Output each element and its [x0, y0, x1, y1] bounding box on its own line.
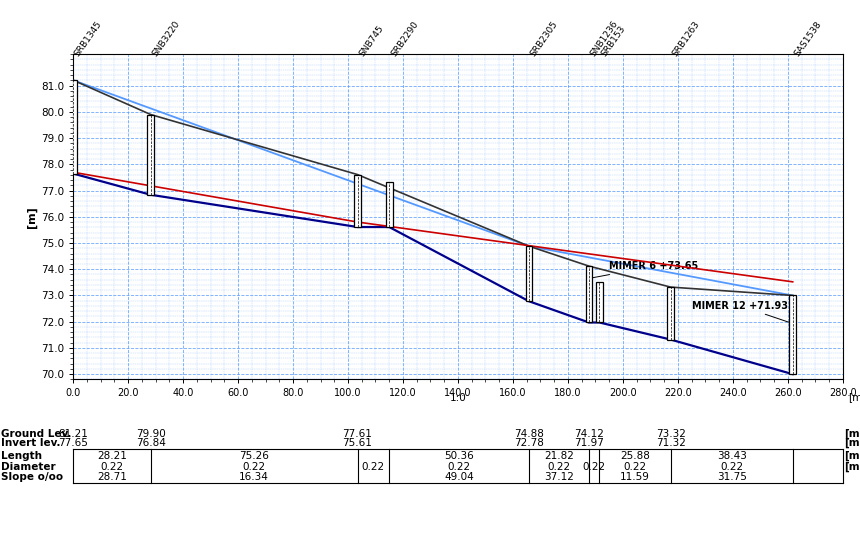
Text: 0.22: 0.22 [583, 462, 605, 472]
Bar [525, 246, 532, 301]
Y-axis label: [m]: [m] [27, 206, 37, 228]
Bar [586, 266, 593, 322]
Text: 25.88: 25.88 [620, 451, 650, 461]
Text: 76.84: 76.84 [136, 438, 166, 448]
Text: 75.61: 75.61 [342, 438, 372, 448]
Text: 0.22: 0.22 [243, 462, 266, 472]
Text: 1:0: 1:0 [450, 392, 466, 403]
Text: 0.22: 0.22 [101, 462, 124, 472]
Text: SRB2290: SRB2290 [390, 20, 420, 58]
Text: Slope o/oo: Slope o/oo [1, 472, 63, 482]
Bar [386, 182, 393, 227]
Text: MIMER 6 +73.65: MIMER 6 +73.65 [592, 261, 698, 278]
Text: [m]: [m] [845, 451, 860, 461]
Text: 21.82: 21.82 [544, 451, 574, 461]
Text: SNB1236: SNB1236 [589, 19, 620, 58]
Text: 0.22: 0.22 [547, 462, 570, 472]
Text: 71.32: 71.32 [655, 438, 685, 448]
Text: 50.36: 50.36 [444, 451, 474, 461]
Text: 0.22: 0.22 [720, 462, 743, 472]
Bar [596, 282, 603, 322]
Text: 49.04: 49.04 [444, 472, 474, 482]
Text: Ground Lev.: Ground Lev. [1, 429, 71, 438]
Text: 81.21: 81.21 [58, 429, 88, 438]
Text: 28.21: 28.21 [97, 451, 126, 461]
Bar [789, 295, 796, 374]
Text: 28.71: 28.71 [97, 472, 126, 482]
Bar [667, 287, 674, 339]
Text: Invert lev.: Invert lev. [1, 438, 60, 448]
Bar [147, 114, 154, 195]
Text: 71.97: 71.97 [574, 438, 604, 448]
Text: MIMER 12 +71.93: MIMER 12 +71.93 [691, 301, 790, 322]
Text: 73.32: 73.32 [655, 429, 685, 438]
Text: [m]: [m] [845, 462, 860, 472]
Text: 16.34: 16.34 [239, 472, 269, 482]
Text: 0.22: 0.22 [362, 462, 384, 472]
Text: Length: Length [1, 451, 42, 461]
Text: SRB2305: SRB2305 [529, 20, 560, 58]
Text: SNB3220: SNB3220 [150, 19, 181, 58]
Text: 11.59: 11.59 [620, 472, 650, 482]
Text: 77.65: 77.65 [58, 438, 88, 448]
Text: SRB1345: SRB1345 [73, 20, 104, 58]
Text: [m]: [m] [848, 392, 860, 403]
Bar [354, 175, 361, 227]
Text: SRB153: SRB153 [599, 24, 627, 58]
Text: 74.12: 74.12 [574, 429, 604, 438]
Text: 31.75: 31.75 [716, 472, 746, 482]
Text: SRB1263: SRB1263 [671, 20, 702, 58]
Text: 77.61: 77.61 [342, 429, 372, 438]
Text: 72.78: 72.78 [514, 438, 544, 448]
Text: 74.88: 74.88 [514, 429, 544, 438]
Text: Diameter: Diameter [1, 462, 56, 472]
Text: 79.90: 79.90 [136, 429, 165, 438]
Text: 75.26: 75.26 [239, 451, 269, 461]
Text: [m]: [m] [845, 429, 860, 438]
Text: 0.22: 0.22 [447, 462, 470, 472]
Text: 37.12: 37.12 [544, 472, 574, 482]
Text: 0.22: 0.22 [624, 462, 647, 472]
Bar [70, 80, 77, 173]
Text: SNB745: SNB745 [358, 24, 385, 58]
Text: [m]: [m] [845, 438, 860, 448]
Text: SAS1538: SAS1538 [793, 20, 824, 58]
Text: 38.43: 38.43 [716, 451, 746, 461]
